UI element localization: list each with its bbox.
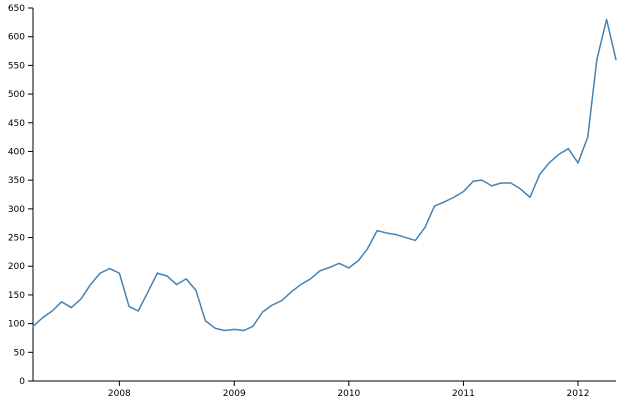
y-tick-label: 100 (8, 320, 25, 330)
x-tick-label: 2011 (452, 389, 475, 399)
y-tick-label: 200 (8, 262, 25, 272)
y-tick-label: 400 (8, 147, 25, 157)
y-axis: 0 50 100 150 200 250 300 350 400 450 500 550 600 650 (8, 4, 34, 387)
x-tick-label: 2008 (108, 389, 131, 399)
x-tick-label: 2010 (337, 389, 360, 399)
y-tick-label: 550 (8, 61, 25, 71)
x-tick-label: 2012 (567, 389, 590, 399)
y-tick-label: 450 (8, 119, 25, 129)
y-tick-label: 300 (8, 205, 25, 215)
y-tick-label: 650 (8, 4, 25, 14)
y-tick-label: 500 (8, 90, 25, 100)
series-line (32, 18, 617, 332)
y-tick-label: 250 (8, 234, 25, 244)
y-tick-label: 50 (14, 348, 26, 358)
x-axis: 2008 2009 2010 2011 2012 (33, 380, 616, 399)
x-tick-label: 2009 (223, 389, 246, 399)
y-tick-label: 0 (19, 377, 25, 387)
y-tick-label: 600 (8, 33, 25, 43)
series-layer (32, 18, 617, 332)
y-tick-label: 350 (8, 176, 25, 186)
y-tick-label: 150 (8, 291, 25, 301)
